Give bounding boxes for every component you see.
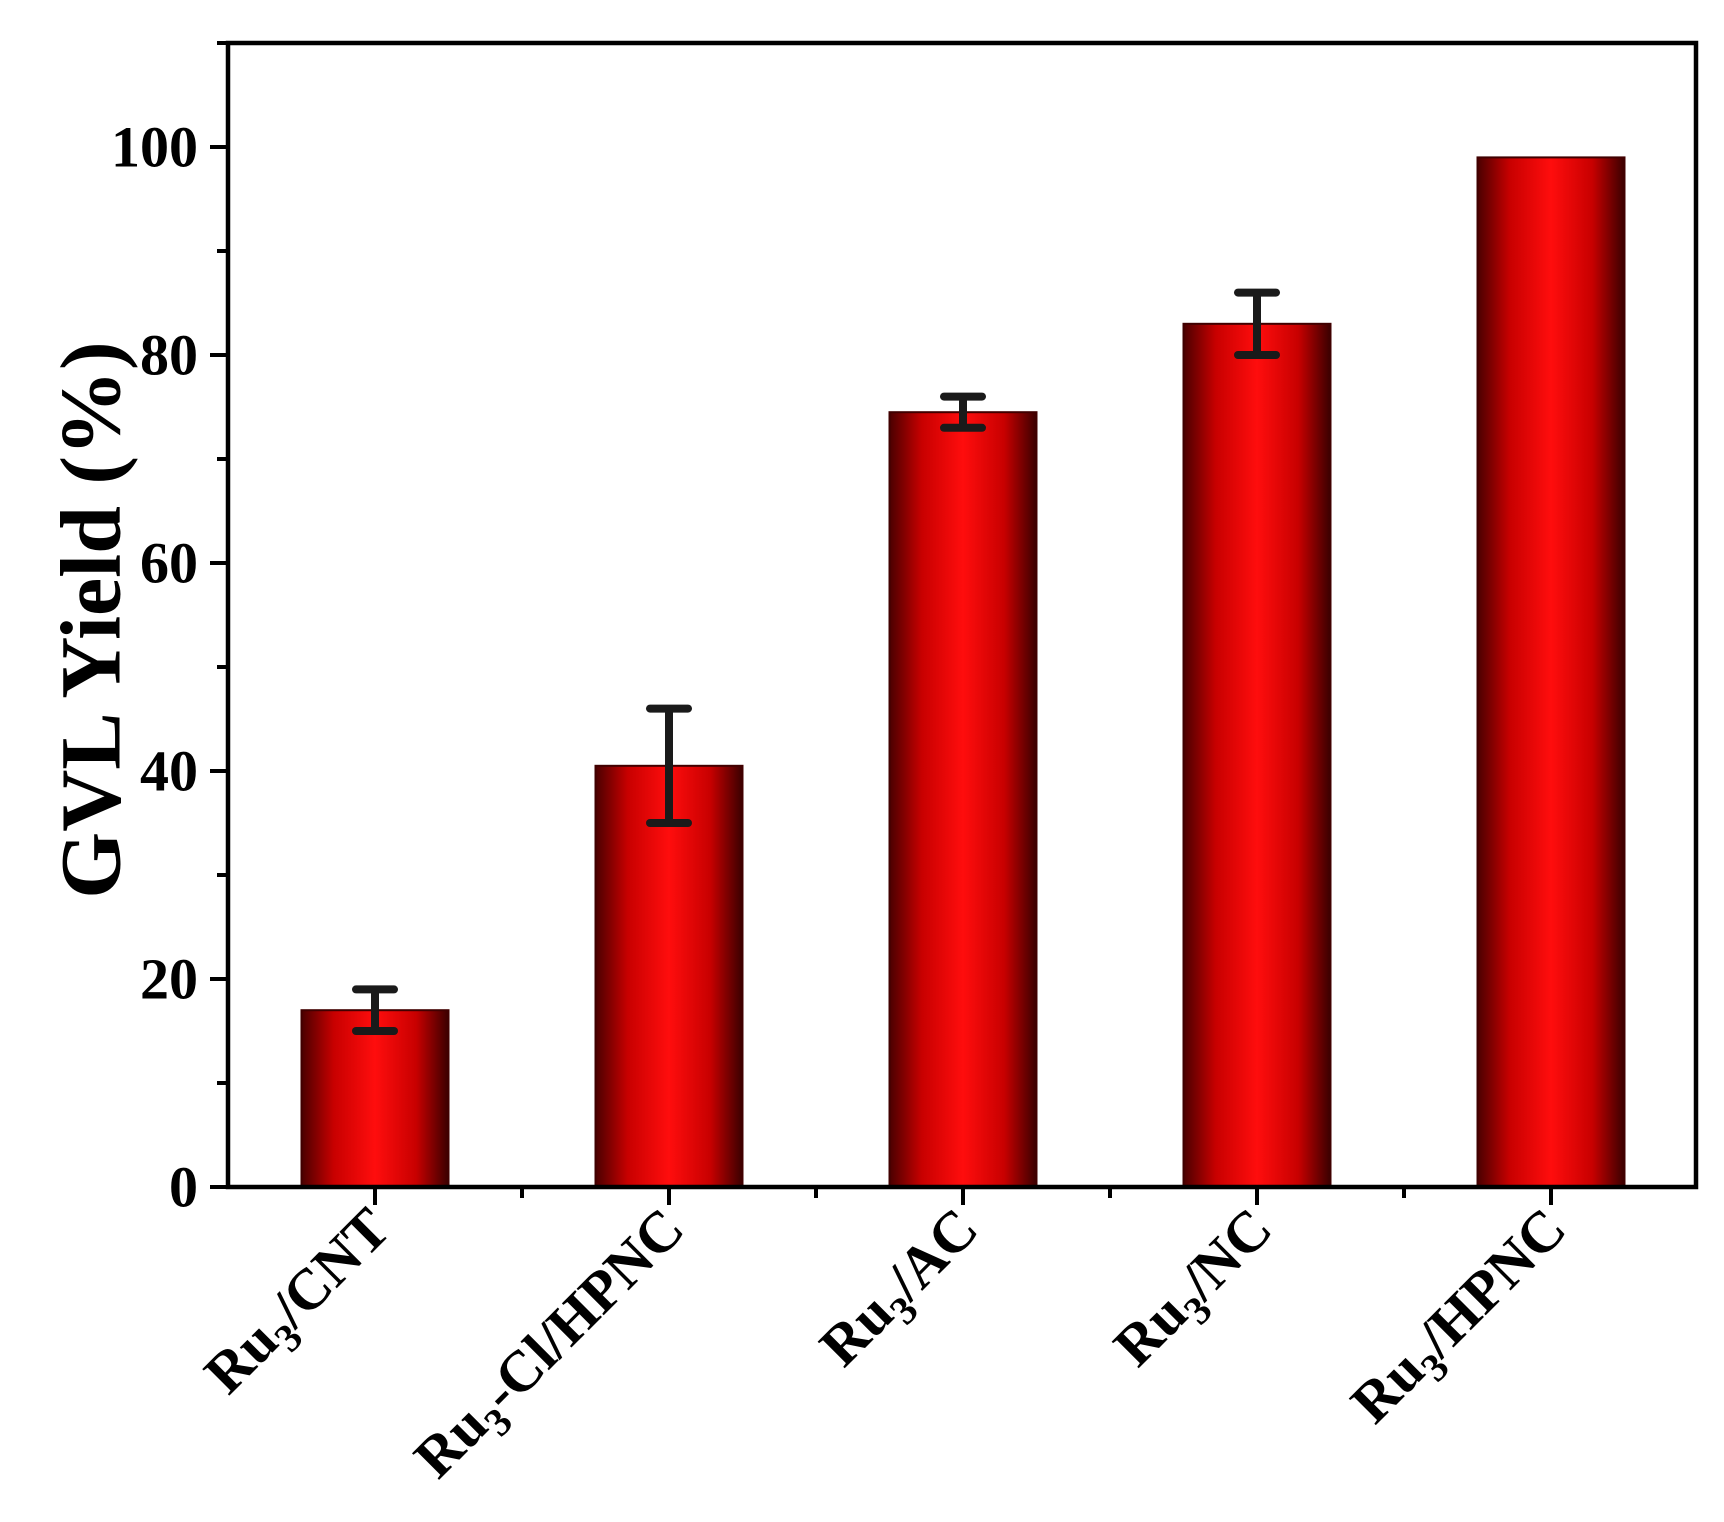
axes-layer bbox=[210, 40, 1699, 1205]
x-tick-label-2: Ru3-Cl/HPNC bbox=[401, 1195, 703, 1497]
y-tick-label: 80 bbox=[140, 323, 198, 388]
error-bar-1 bbox=[352, 985, 398, 1035]
y-tick-label: 60 bbox=[140, 531, 198, 596]
x-tick-label-1: Ru3/CNT bbox=[192, 1195, 410, 1413]
error-bar-4 bbox=[1234, 288, 1280, 359]
x-tick-label-5: Ru3/HPNC bbox=[1338, 1195, 1585, 1442]
x-tick-label-3: Ru3/AC bbox=[807, 1195, 997, 1385]
y-tick-label: 100 bbox=[111, 115, 198, 180]
y-axis-label: GVL Yield (%) bbox=[43, 341, 139, 898]
error-bars-layer bbox=[352, 288, 1280, 1035]
y-tick-label: 40 bbox=[140, 739, 198, 804]
x-tick-label-4: Ru3/NC bbox=[1101, 1195, 1291, 1385]
bar-3 bbox=[888, 411, 1038, 1188]
bar-2 bbox=[594, 764, 744, 1188]
bars-layer bbox=[300, 156, 1626, 1189]
error-bar-3 bbox=[940, 392, 986, 432]
bar-1 bbox=[300, 1009, 450, 1189]
error-bar-2 bbox=[646, 704, 692, 827]
y-tick-label: 0 bbox=[169, 1155, 198, 1220]
x-tick-label-rest: /HPNC bbox=[1404, 1195, 1578, 1369]
y-tick-label: 20 bbox=[140, 947, 198, 1012]
bar-4 bbox=[1182, 322, 1332, 1188]
x-tick-label-rest: -Cl/HPNC bbox=[468, 1195, 696, 1423]
bar-5 bbox=[1476, 156, 1626, 1188]
